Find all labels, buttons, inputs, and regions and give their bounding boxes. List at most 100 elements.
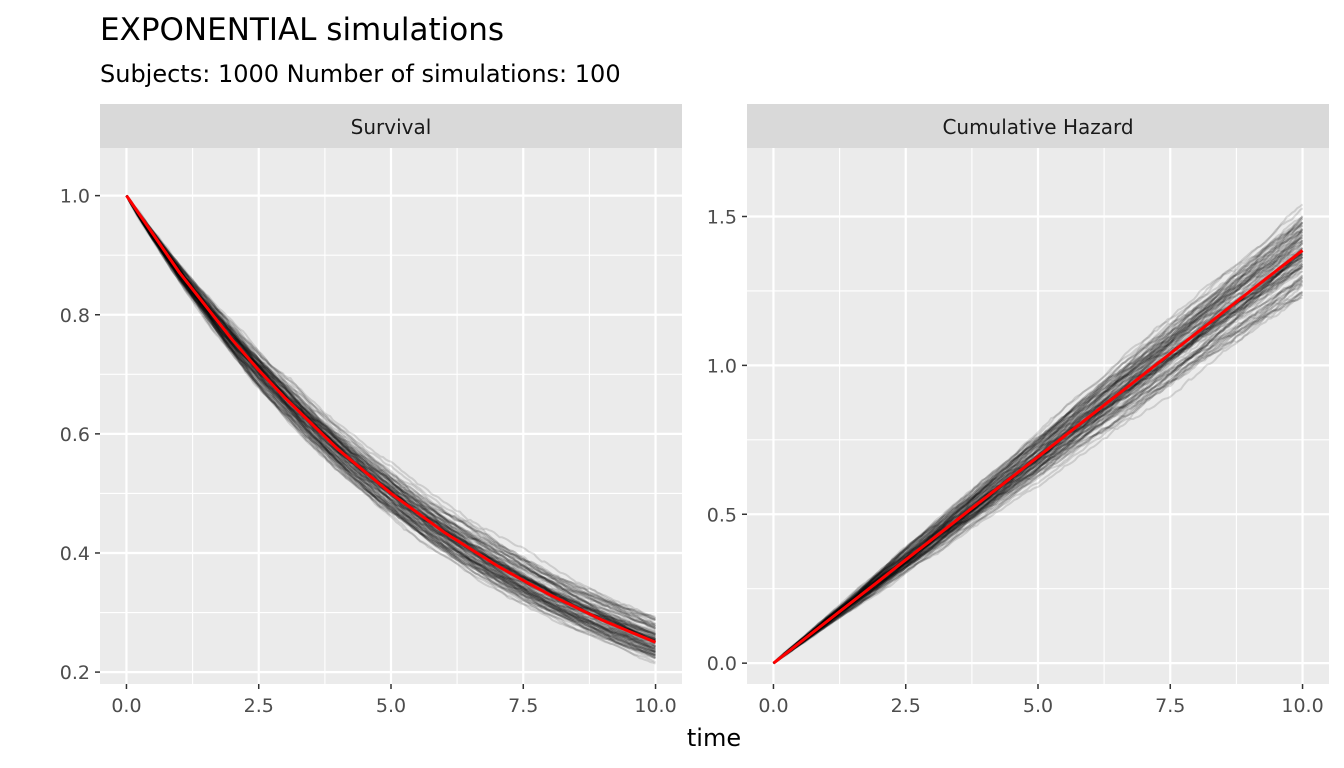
cumhaz-simulation-line: [772, 265, 1304, 665]
cumhaz-simulation-line: [772, 290, 1304, 665]
survival-simulation-line: [125, 195, 656, 647]
survival-simulation-line: [125, 195, 656, 629]
survival-simulation-line: [125, 195, 657, 660]
cumhaz-strip: [747, 104, 1329, 148]
cumhaz-simulation-line: [772, 216, 1304, 664]
cumhaz-x-tick-label: 10.0: [1281, 695, 1323, 717]
cumhaz-simulation-line: [772, 247, 1303, 664]
cumhaz-simulation-line: [772, 239, 1304, 664]
cumhaz-simulation-line: [772, 247, 1304, 664]
cumhaz-simulation-line: [772, 240, 1303, 665]
survival-simulation-line: [125, 195, 656, 657]
cumhaz-simulation-line: [772, 221, 1304, 664]
survival-x-tick-label: 5.0: [376, 695, 406, 717]
survival-simulation-line: [125, 195, 656, 636]
cumhaz-simulation-line: [772, 276, 1304, 665]
cumhaz-simulation-line: [773, 296, 1303, 665]
survival-y-tick-label: 0.4: [60, 543, 90, 565]
survival-true-curve: [125, 194, 657, 644]
survival-simulation-line: [125, 195, 656, 652]
cumhaz-simulation-line: [772, 257, 1303, 665]
survival-simulation-line: [125, 195, 656, 628]
cumhaz-x-tick-label: 2.5: [891, 695, 921, 717]
cumhaz-simulation-line: [773, 267, 1303, 665]
survival-gridlines: [100, 148, 682, 684]
survival-simulation-line: [125, 195, 657, 648]
survival-simulation-line: [125, 195, 656, 631]
survival-simulation-line: [125, 195, 656, 645]
survival-x-tick-label: 0.0: [111, 695, 141, 717]
cumhaz-simulation-line: [772, 227, 1304, 664]
cumhaz-simulation-line: [772, 234, 1304, 665]
cumhaz-simulation-line: [772, 216, 1303, 664]
cumhaz-simulation-line: [772, 221, 1304, 664]
cumhaz-simulation-line: [772, 218, 1304, 664]
survival-simulation-line: [125, 195, 656, 640]
cumhaz-x-axis: 0.0 2.5 5.0 7.5 10.0: [758, 684, 1324, 717]
survival-simulation-line: [125, 195, 656, 657]
survival-simulation-line: [125, 194, 656, 654]
cumhaz-simulation-line: [772, 293, 1304, 665]
survival-simulation-line: [125, 195, 656, 660]
survival-simulation-line: [125, 195, 656, 621]
cumhaz-simulation-line: [772, 239, 1304, 664]
survival-simulation-line: [125, 195, 656, 654]
survival-strip-label: Survival: [351, 115, 432, 139]
cumhaz-simulation-line: [772, 231, 1304, 664]
survival-simulation-line: [125, 195, 656, 642]
survival-simulation-line: [125, 195, 656, 654]
survival-simulation-line: [125, 195, 656, 645]
cumhaz-simulation-line: [772, 203, 1304, 664]
cumhaz-true-curve-group: [772, 249, 1304, 665]
survival-simulation-line: [125, 195, 656, 665]
cumhaz-simulation-line: [772, 277, 1303, 664]
survival-simulation-line: [125, 195, 656, 637]
survival-facet: Survival 0.2 0.4 0.6 0.8 1.0 0.0 2.5 5.0 7.5 10.…: [60, 104, 682, 717]
survival-simulation-line: [125, 195, 656, 653]
survival-simulation-line: [125, 195, 656, 653]
survival-y-axis: 0.2 0.4 0.6 0.8 1.0: [60, 186, 100, 684]
survival-simulation-line: [125, 194, 656, 618]
survival-simulation-line: [125, 194, 657, 622]
cumhaz-simulation-line: [772, 270, 1304, 664]
cumhaz-x-tick-label: 7.5: [1155, 695, 1185, 717]
cumhaz-simulation-line: [772, 236, 1303, 665]
survival-simulation-line: [125, 195, 656, 649]
survival-simulation-line: [125, 195, 656, 639]
survival-y-tick-label: 0.2: [60, 662, 90, 684]
cumhaz-simulation-lines: [772, 203, 1304, 665]
cumhaz-simulation-line: [772, 242, 1304, 664]
cumulative-hazard-facet: Cumulative Hazard 0.0 0.5 1.0 1.5 0.0 2.5 5.0…: [707, 104, 1329, 717]
survival-simulation-line: [125, 195, 656, 657]
cumhaz-simulation-line: [772, 262, 1304, 664]
survival-simulation-line: [125, 195, 656, 654]
survival-simulation-line: [125, 195, 656, 625]
cumhaz-y-axis: 0.0 0.5 1.0 1.5: [707, 206, 747, 675]
survival-y-tick-label: 1.0: [60, 186, 90, 208]
survival-simulation-line: [125, 195, 656, 650]
survival-x-tick-label: 7.5: [508, 695, 538, 717]
survival-simulation-line: [125, 195, 656, 654]
survival-x-axis: 0.0 2.5 5.0 7.5 10.0: [111, 684, 677, 717]
survival-simulation-line: [125, 195, 656, 628]
cumhaz-x-tick-label: 5.0: [1023, 695, 1053, 717]
cumhaz-gridlines: [747, 148, 1329, 684]
survival-simulation-line: [125, 195, 657, 659]
cumhaz-simulation-line: [772, 231, 1303, 664]
cumhaz-simulation-line: [772, 239, 1304, 665]
survival-x-tick-label: 10.0: [634, 695, 676, 717]
survival-simulation-line: [125, 195, 656, 620]
cumhaz-simulation-line: [772, 280, 1304, 664]
cumhaz-simulation-line: [772, 253, 1303, 665]
cumhaz-simulation-line: [772, 223, 1304, 664]
survival-simulation-line: [125, 195, 656, 650]
survival-simulation-line: [125, 195, 656, 653]
cumhaz-simulation-line: [772, 207, 1304, 664]
cumhaz-x-tick-label: 0.0: [758, 695, 788, 717]
survival-x-tick-label: 2.5: [244, 695, 274, 717]
survival-simulation-line: [125, 195, 656, 637]
survival-simulation-line: [125, 194, 656, 635]
cumhaz-simulation-line: [772, 265, 1304, 664]
cumhaz-simulation-line: [772, 221, 1304, 664]
cumhaz-simulation-line: [772, 262, 1303, 665]
